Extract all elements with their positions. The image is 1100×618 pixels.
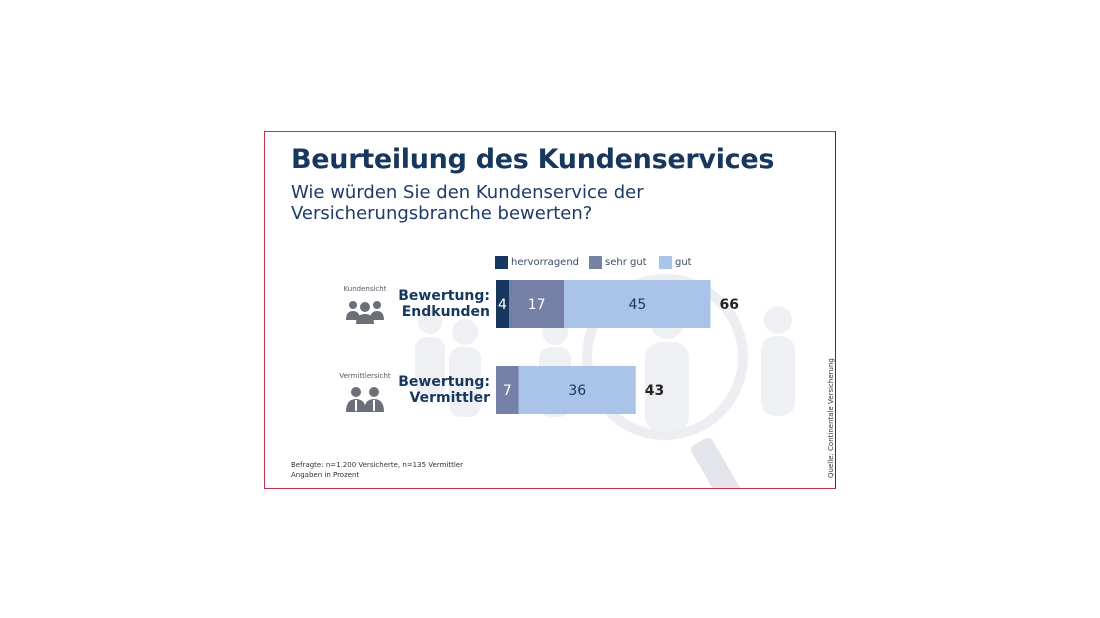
bar-segment [509,280,565,328]
background-illustration [415,274,795,488]
stacked-bar-chart: 4 17 45 66 7 36 43 [496,280,739,414]
source-credit: Quelle: Continentale Versicherung [827,358,835,478]
row-label-line: Bewertung: [398,288,490,304]
person-silhouette-icon [761,306,795,416]
row-label-vermittler: Bewertung: Vermittler [380,374,490,406]
legend-label: gut [675,257,692,268]
bar-value-label: 17 [528,297,546,313]
footnote: Befragte: n=1.200 Versicherte, n=135 Ver… [291,460,463,480]
agents-icon [346,387,384,412]
legend-swatch [495,256,508,269]
bar-total-label: 43 [645,383,664,399]
row-category-vermittlersicht: Vermittlersicht [339,372,391,380]
legend-item-gut: gut [659,256,692,269]
row-label-line: Vermittler [409,390,490,406]
chart-title: Beurteilung des Kundenservices [291,144,775,175]
bar-segment [518,366,636,414]
row-label-endkunden: Bewertung: Endkunden [380,288,490,320]
infographic-card: Beurteilung des Kundenservices Wie würde… [264,131,836,489]
legend-item-sehr-gut: sehr gut [589,256,647,269]
bar-value-label: 36 [568,383,586,399]
bar-segment [564,280,711,328]
row-label-line: Bewertung: [398,374,490,390]
magnifier-icon [582,274,748,440]
row-label-line: Endkunden [401,304,490,320]
chart-subtitle: Wie würden Sie den Kundenservice der Ver… [291,182,644,224]
legend-item-hervorragend: hervorragend [495,256,579,269]
person-silhouette-icon [415,310,445,397]
legend-label: sehr gut [605,257,647,268]
group-icon [346,301,384,324]
bar-value-label: 4 [498,297,507,313]
legend-swatch [589,256,602,269]
bar-segment [496,280,509,328]
bar-segment [496,366,519,414]
footnote-line: Befragte: n=1.200 Versicherte, n=135 Ver… [291,461,463,469]
bar-value-label: 7 [503,383,512,399]
legend-swatch [659,256,672,269]
footnote-line: Angaben in Prozent [291,471,360,479]
bar-value-label: 45 [628,297,646,313]
bar-total-label: 66 [720,297,739,313]
legend-label: hervorragend [511,257,579,268]
person-silhouette-icon [449,319,481,417]
row-category-kundensicht: Kundensicht [343,285,387,293]
